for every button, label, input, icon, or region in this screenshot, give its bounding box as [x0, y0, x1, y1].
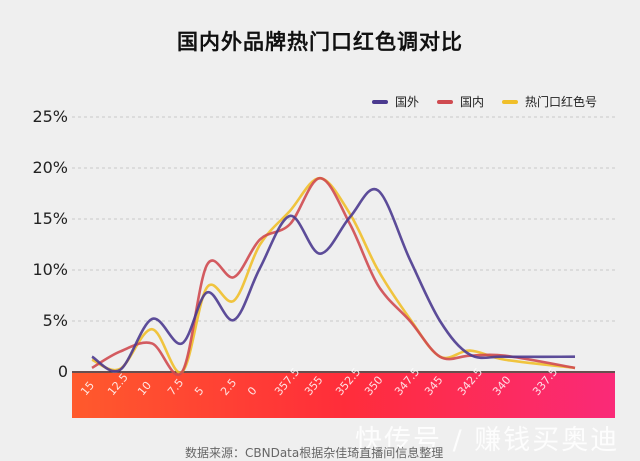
y-tick-label: 5% [42, 311, 68, 330]
data-source: 数据来源：CBNData根据杂佳琦直播间信息整理 [185, 446, 444, 460]
series-line [91, 176, 576, 376]
watermark: 快传号 / 赚钱买奥迪 [355, 425, 620, 456]
legend: 国外 国内 热门口红色号 [372, 93, 597, 110]
series-line [91, 187, 576, 373]
chart-title: 国内外品牌热门口红色调对比 [177, 30, 463, 54]
legend-swatch-icon [437, 99, 454, 104]
legend-label: 国内 [460, 95, 485, 109]
legend-swatch-icon [372, 99, 388, 104]
y-tick-label: 20% [32, 158, 68, 177]
y-tick-label: 10% [32, 260, 68, 279]
legend-label: 热门口红色号 [525, 95, 598, 109]
legend-item-foreign[interactable]: 国外 [372, 93, 419, 110]
legend-item-popular[interactable]: 热门口红色号 [502, 93, 597, 110]
legend-swatch-icon [502, 99, 519, 104]
legend-label: 国外 [395, 95, 420, 109]
y-tick-label: 0 [57, 362, 68, 381]
series-line [91, 176, 576, 374]
x-axis-gradient-band [72, 373, 615, 418]
y-tick-label: 15% [32, 209, 68, 228]
y-tick-label: 25% [32, 107, 68, 126]
legend-item-domestic[interactable]: 国内 [437, 93, 484, 110]
